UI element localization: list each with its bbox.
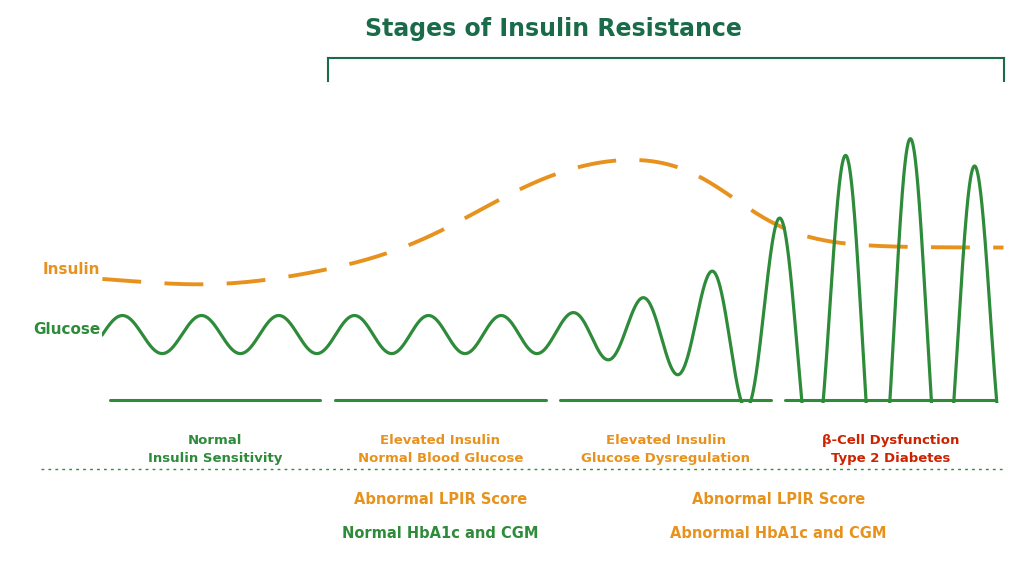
Text: Glucose: Glucose bbox=[34, 321, 100, 336]
Text: Normal
Insulin Sensitivity: Normal Insulin Sensitivity bbox=[147, 434, 283, 465]
Text: Abnormal LPIR Score: Abnormal LPIR Score bbox=[691, 492, 865, 507]
Text: Abnormal LPIR Score: Abnormal LPIR Score bbox=[353, 492, 527, 507]
Text: Stages of Insulin Resistance: Stages of Insulin Resistance bbox=[365, 17, 741, 41]
Text: Insulin: Insulin bbox=[43, 262, 100, 277]
Text: Abnormal HbA1c and CGM: Abnormal HbA1c and CGM bbox=[670, 526, 887, 541]
Text: Elevated Insulin
Normal Blood Glucose: Elevated Insulin Normal Blood Glucose bbox=[357, 434, 523, 465]
Text: β-Cell Dysfunction
Type 2 Diabetes: β-Cell Dysfunction Type 2 Diabetes bbox=[822, 434, 959, 465]
Text: Normal HbA1c and CGM: Normal HbA1c and CGM bbox=[342, 526, 539, 541]
Text: Elevated Insulin
Glucose Dysregulation: Elevated Insulin Glucose Dysregulation bbox=[581, 434, 751, 465]
